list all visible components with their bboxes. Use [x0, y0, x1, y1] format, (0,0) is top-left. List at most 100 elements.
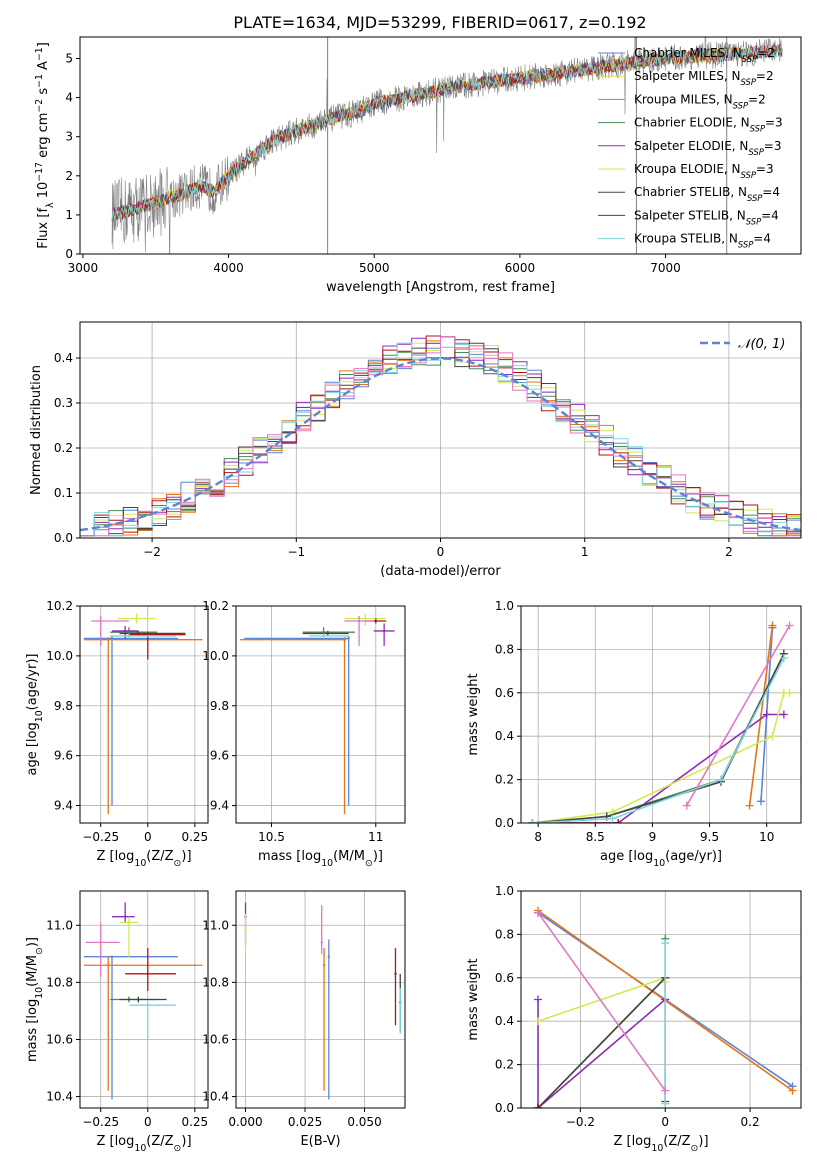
y-tick-label: 0.3 — [54, 396, 73, 410]
x-tick-label: 6000 — [505, 261, 536, 275]
x-tick-label: 9.5 — [700, 830, 719, 844]
plus-marker — [533, 1104, 542, 1108]
axes-frame — [520, 605, 802, 824]
plus-marker — [788, 1086, 797, 1095]
x-tick-label: 10 — [759, 830, 774, 844]
plus-marker — [661, 939, 670, 948]
x-tick-label: 8 — [534, 830, 542, 844]
plus-marker — [528, 819, 537, 823]
weight-line — [537, 912, 666, 1092]
x-tick-label: 2 — [725, 545, 733, 559]
x-tick-label: 0 — [437, 545, 445, 559]
y-tick-label: 4 — [65, 91, 73, 105]
y-tick-label: 10.2 — [202, 599, 229, 613]
y-tick-label: 0.6 — [495, 971, 514, 985]
weight-line — [532, 657, 785, 823]
x-tick-label: 8.5 — [586, 830, 605, 844]
plus-marker — [608, 814, 617, 823]
x-tick-label: 4000 — [213, 261, 244, 275]
data-point — [135, 617, 138, 620]
x-tick-label: 1 — [581, 545, 589, 559]
y-tick-label: 10.0 — [46, 649, 73, 663]
y-tick-label: 0.0 — [495, 816, 514, 830]
data-point — [99, 619, 102, 623]
data-point — [123, 915, 127, 918]
data-point — [322, 634, 325, 638]
weight-line — [532, 692, 790, 823]
x-tick-label: −2 — [143, 545, 161, 559]
plus-marker — [779, 654, 788, 663]
data-point — [399, 1004, 402, 1007]
data-point — [146, 972, 149, 976]
data-point — [110, 955, 114, 958]
y-axis-label: mass weight — [466, 673, 481, 755]
x-tick-label: 0.25 — [181, 830, 208, 844]
y-tick-label: 9.4 — [210, 799, 229, 813]
x-tick-label: 0.25 — [181, 1115, 208, 1129]
plot-area — [80, 335, 801, 537]
y-tick-label: 5 — [65, 52, 73, 66]
plus-marker — [614, 819, 623, 823]
plot-area — [83, 902, 203, 1100]
y-tick-label: 0.2 — [495, 773, 514, 787]
panel-age-vs-Z: −0.25 0 0.25 9.4 9.6 9.8 10.0 10.2 Z [log10(Z/Z⊙… — [25, 599, 209, 869]
x-tick-label: 5000 — [359, 261, 390, 275]
axes-frame — [79, 36, 802, 255]
legend-label: Salpeter MILES, NSSP=2 — [634, 69, 774, 87]
data-point — [374, 619, 377, 623]
data-point — [99, 941, 102, 944]
weight-line — [748, 625, 774, 806]
y-tick-label: 0.8 — [495, 642, 514, 656]
plus-marker — [779, 710, 788, 719]
normal-curve — [80, 357, 801, 532]
plot-area — [244, 902, 402, 1100]
plus-marker — [717, 775, 725, 784]
data-point — [326, 632, 330, 635]
x-tick-label: 7000 — [650, 261, 681, 275]
x-tick-label: 0 — [144, 1115, 152, 1129]
axes-frame — [520, 890, 802, 1109]
weight-line — [537, 938, 666, 1108]
x-tick-label: 0.025 — [288, 1115, 322, 1129]
data-point — [322, 964, 326, 967]
plus-marker — [661, 1086, 670, 1095]
axes-frame — [79, 890, 209, 1109]
residual-histogram — [80, 336, 801, 537]
x-axis-label: E(B-V) — [300, 1134, 340, 1149]
x-tick-label: 0.000 — [228, 1115, 262, 1129]
y-tick-label: 11.0 — [202, 918, 229, 932]
data-point — [357, 619, 361, 623]
y-tick-label: 0.4 — [54, 351, 73, 365]
model-fit-line — [111, 48, 724, 222]
y-tick-label: 0.2 — [54, 441, 73, 455]
data-point — [107, 964, 110, 967]
weight-line — [686, 625, 791, 806]
legend-label: Chabrier MILES, NSSP=2 — [634, 46, 775, 64]
plot-area — [528, 621, 794, 823]
y-tick-label: 10.0 — [202, 649, 229, 663]
x-axis-label: age [log10(age/yr)] — [600, 849, 722, 869]
y-tick-label: 0.8 — [495, 927, 514, 941]
data-point — [146, 1004, 149, 1007]
panel-spectrum: Chabrier MILES, NSSP=2 Salpeter MILES, NS… — [34, 36, 802, 295]
x-tick-label: −1 — [287, 545, 305, 559]
x-axis-label: mass [log10(M/M⊙)] — [258, 849, 383, 869]
chart-panels: Chabrier MILES, NSSP=2 Salpeter MILES, NS… — [25, 36, 802, 1154]
x-tick-label: −0.25 — [82, 830, 119, 844]
axes-frame — [79, 605, 209, 824]
data-point — [107, 638, 110, 641]
y-tick-label: 11.0 — [46, 918, 73, 932]
y-tick-label: 0.4 — [495, 729, 514, 743]
y-axis-label: Flux [fλ 10−17 erg cm−2 s−1 A−1] — [34, 42, 56, 249]
plus-marker — [745, 801, 754, 810]
y-tick-label: 1.0 — [495, 599, 514, 613]
legend-label: Kroupa ELODIE, NSSP=3 — [634, 162, 774, 180]
plus-marker — [682, 801, 691, 810]
data-point — [123, 629, 127, 633]
x-tick-label: 9 — [649, 830, 657, 844]
x-tick-label: 10.5 — [258, 830, 285, 844]
x-axis-label: Z [log10(Z/Z⊙)] — [96, 1134, 191, 1154]
y-tick-label: 1 — [65, 208, 73, 222]
plus-marker — [661, 1099, 670, 1108]
y-tick-label: 10.8 — [202, 975, 229, 989]
